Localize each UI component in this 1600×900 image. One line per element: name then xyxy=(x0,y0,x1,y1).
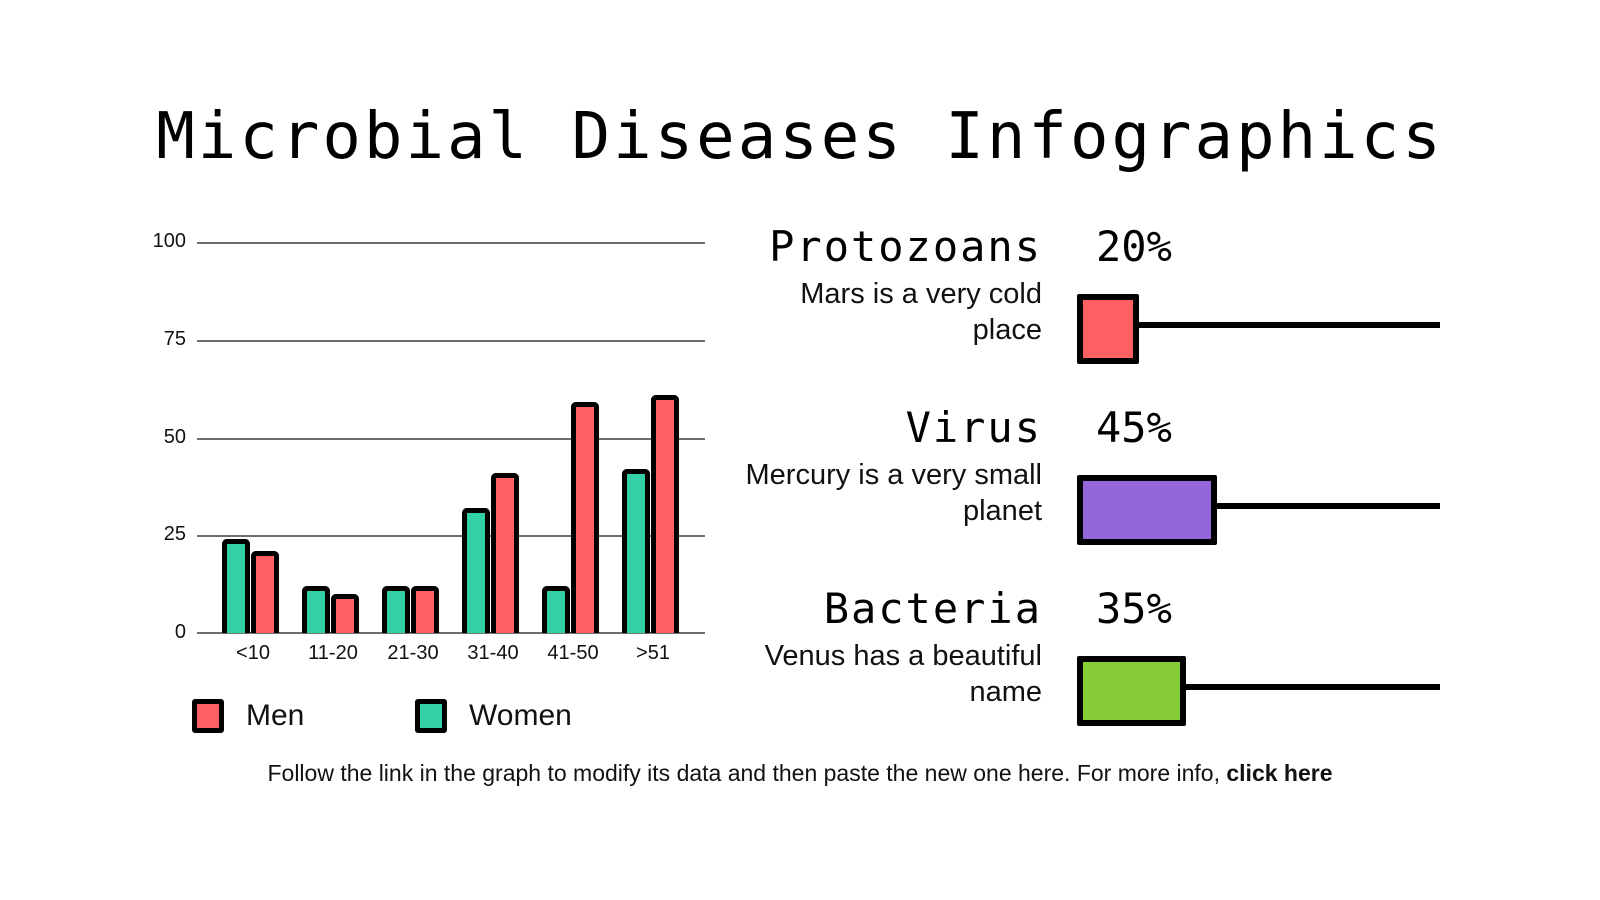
category-percent: 45% xyxy=(1096,403,1172,452)
x-tick-label: <10 xyxy=(236,642,270,664)
bar-women xyxy=(542,586,570,633)
category-percent: 20% xyxy=(1096,222,1172,271)
gridline-25 xyxy=(197,535,705,537)
bar-men xyxy=(571,402,599,633)
category-description: Mars is a very cold place xyxy=(800,278,1042,346)
bar-women xyxy=(462,507,490,633)
category-name: Virus xyxy=(905,403,1042,452)
page-title: Microbial Diseases Infographics xyxy=(156,100,1444,174)
bar-women xyxy=(302,586,330,633)
legend-swatch-men xyxy=(192,699,224,733)
gridline-75 xyxy=(197,340,705,342)
y-tick-75: 75 xyxy=(163,328,186,350)
bar-chart: 100 75 50 25 0 <10 11-20 21-30 31-40 41-50 >5… xyxy=(140,220,720,680)
bar-men xyxy=(651,394,679,633)
x-tick-label: 31-40 xyxy=(467,642,519,664)
legend-swatch-women xyxy=(415,699,447,733)
footer-note: Follow the link in the graph to modify i… xyxy=(0,760,1600,787)
y-tick-25: 25 xyxy=(163,523,186,545)
x-tick-label: 41-50 xyxy=(547,642,599,664)
legend-item-men: Men xyxy=(192,698,304,734)
category-protozoans: Protozoans 20% Mars is a very cold place xyxy=(760,222,1440,364)
category-bar xyxy=(1077,475,1217,545)
category-description: Venus has a beautiful name xyxy=(764,640,1042,708)
y-tick-50: 50 xyxy=(163,426,186,448)
footer-text: Follow the link in the graph to modify i… xyxy=(267,760,1227,786)
gridline-50 xyxy=(197,438,705,440)
category-track-line xyxy=(1100,503,1440,509)
y-tick-0: 0 xyxy=(174,621,186,643)
category-track-line xyxy=(1100,322,1440,328)
category-name: Protozoans xyxy=(769,222,1042,271)
y-tick-100: 100 xyxy=(152,230,186,252)
bar-women xyxy=(222,539,250,633)
legend-label-men: Men xyxy=(246,699,305,732)
category-bar xyxy=(1077,294,1139,364)
category-track-line xyxy=(1100,684,1440,690)
bar-men xyxy=(491,472,519,633)
bar-women xyxy=(382,586,410,633)
category-percent: 35% xyxy=(1096,584,1172,633)
legend-item-women: Women xyxy=(415,698,572,734)
x-tick-label: 21-30 xyxy=(387,642,439,664)
category-name: Bacteria xyxy=(823,584,1042,633)
category-bar xyxy=(1077,656,1186,726)
x-tick-label: >51 xyxy=(636,642,670,664)
gridline-100 xyxy=(197,242,705,244)
x-tick-label: 11-20 xyxy=(308,642,358,664)
bar-men xyxy=(331,593,359,633)
category-description: Mercury is a very small planet xyxy=(745,459,1043,527)
legend-label-women: Women xyxy=(469,699,572,732)
category-bacteria: Bacteria 35% Venus has a beautiful name xyxy=(760,584,1440,726)
bar-women xyxy=(622,468,650,633)
bar-men xyxy=(411,586,439,633)
plot-area xyxy=(197,242,705,633)
bar-men xyxy=(251,550,279,633)
x-axis-baseline xyxy=(197,632,705,634)
click-here-link[interactable]: click here xyxy=(1226,760,1333,786)
category-virus: Virus 45% Mercury is a very small planet xyxy=(746,403,1440,545)
